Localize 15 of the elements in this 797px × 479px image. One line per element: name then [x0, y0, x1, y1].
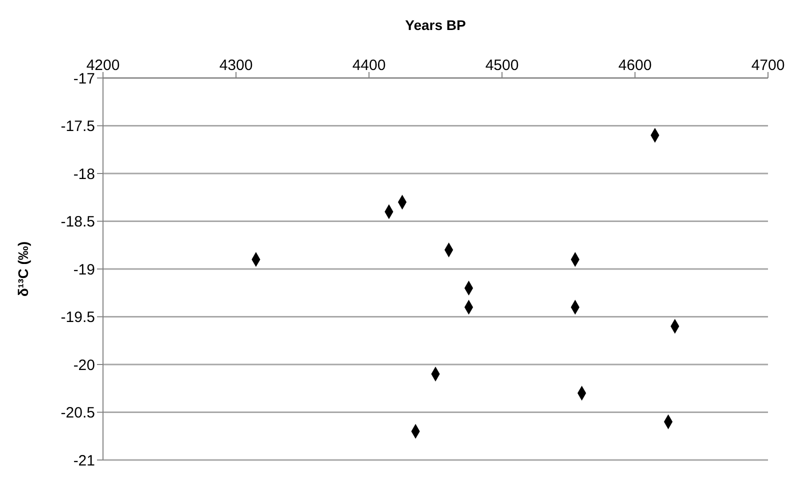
y-tick-label: -18.5 — [60, 214, 95, 231]
y-tick-label: -17.5 — [60, 118, 95, 136]
x-tick-label: 4500 — [485, 57, 519, 74]
y-tick-label: -21 — [73, 452, 95, 470]
x-axis-title: Years BP — [405, 16, 466, 33]
x-tick-label: 4400 — [352, 57, 386, 74]
x-tick-label: 4300 — [219, 57, 253, 74]
y-tick-label: -20 — [73, 356, 95, 374]
x-tick-label: 4600 — [618, 57, 652, 74]
y-tick-label: -19.5 — [60, 309, 95, 326]
y-tick-label: -19 — [73, 261, 95, 278]
x-tick-label: 4700 — [751, 57, 785, 74]
y-axis-title: δ¹³C (‰) — [14, 241, 31, 297]
y-tick-label: -20.5 — [60, 404, 95, 422]
y-tick-label: -18 — [73, 166, 95, 183]
